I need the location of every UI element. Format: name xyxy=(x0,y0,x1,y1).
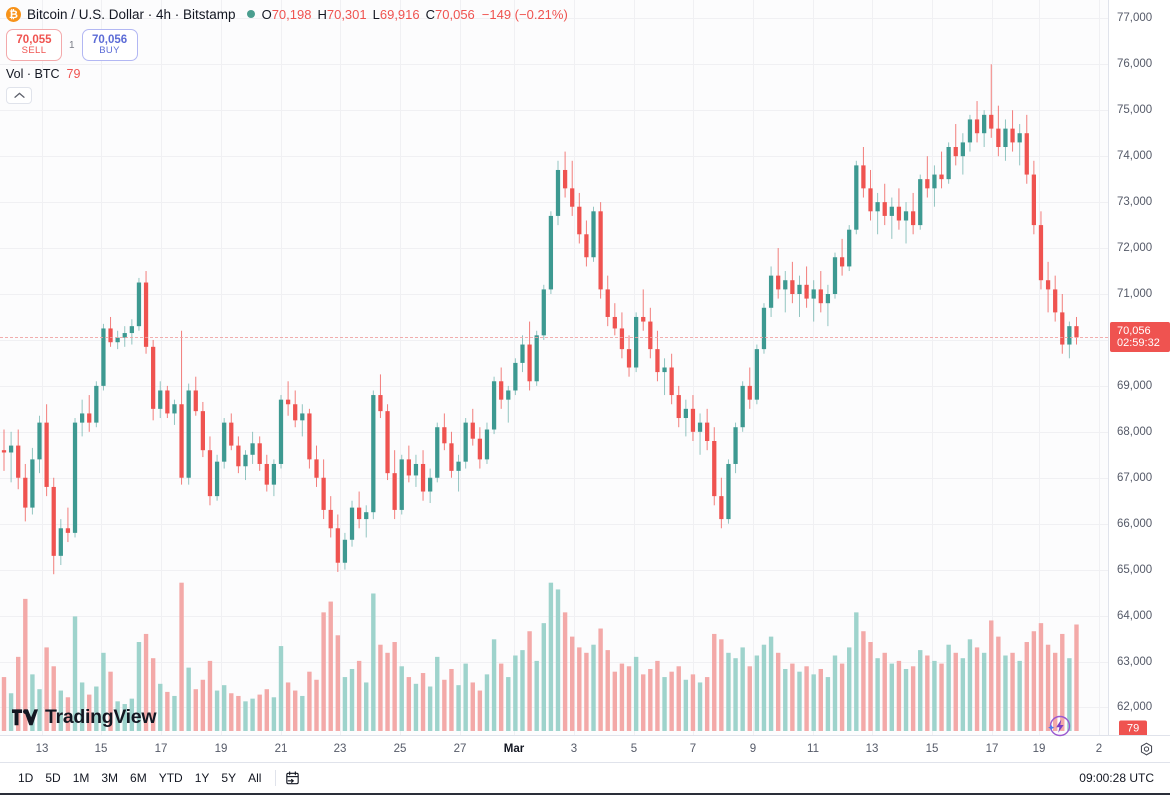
current-price-line-layer xyxy=(0,337,1108,339)
sell-button[interactable]: 70,055 SELL xyxy=(6,29,62,61)
price-axis-tick: 65,000 xyxy=(1117,563,1153,576)
tradingview-watermark: TradingView xyxy=(12,706,157,729)
price-axis-tick: 63,000 xyxy=(1117,655,1153,668)
sell-label: SELL xyxy=(21,45,47,57)
price-axis-tick: 67,000 xyxy=(1117,471,1153,484)
time-axis-tick: 23 xyxy=(333,743,347,755)
time-axis-tick: 15 xyxy=(94,743,108,755)
price-axis-tick: 75,000 xyxy=(1117,104,1153,117)
bottom-toolbar: 1D 5D 1M 3M 6M YTD 1Y 5Y All 09:00:28 UTC xyxy=(0,762,1170,793)
time-axis-tick: 9 xyxy=(749,743,757,755)
close-label: C xyxy=(425,6,436,22)
lightning-bolt-icon[interactable] xyxy=(1046,713,1072,739)
time-axis-tick: 13 xyxy=(35,743,49,755)
price-axis-tick: 66,000 xyxy=(1117,517,1153,530)
time-axis[interactable]: 13 15 17 19 21 23 25 27 Mar 3 5 7 9 11 13 15 17 19 2 xyxy=(0,735,1170,762)
market-open-dot xyxy=(246,10,255,18)
timeframe-buttons: 1D 5D 1M 3M 6M YTD 1Y 5Y All xyxy=(12,768,267,788)
time-axis-tick: 27 xyxy=(453,743,467,755)
price-axis-tick: 69,000 xyxy=(1117,379,1153,392)
timeframe-button-ytd[interactable]: YTD xyxy=(153,768,189,788)
calendar-goto-icon[interactable] xyxy=(284,770,301,787)
open-value: 70,198 xyxy=(271,6,312,22)
current-price-value: 70,056 xyxy=(1117,325,1151,338)
volume-value-badge: 79 xyxy=(1119,720,1148,738)
ohlc-values: O70,198 H70,301 L69,916 C70,056 xyxy=(262,7,475,22)
sell-price: 70,055 xyxy=(16,33,52,46)
time-axis-tick: 7 xyxy=(689,743,697,755)
price-axis-tick: 73,000 xyxy=(1117,196,1153,209)
price-axis-tick: 72,000 xyxy=(1117,242,1153,255)
price-change: −149 (−0.21%) xyxy=(481,6,568,22)
symbol-title[interactable]: Bitcoin / U.S. Dollar · 4h · Bitstamp xyxy=(27,6,236,22)
time-axis-tick: 5 xyxy=(630,743,638,755)
open-label: O xyxy=(261,6,272,22)
timeframe-button-3m[interactable]: 3M xyxy=(95,768,124,788)
time-axis-tick: 11 xyxy=(807,743,819,755)
volume-bars-series xyxy=(1,582,1079,731)
spread-value: 1 xyxy=(69,39,75,51)
legend-symbol-row[interactable]: ₿ Bitcoin / U.S. Dollar · 4h · Bitstamp … xyxy=(6,4,568,24)
timeframe-button-1d[interactable]: 1D xyxy=(12,768,39,788)
close-value: 70,056 xyxy=(435,6,475,22)
trade-buttons-row: 70,055 SELL 1 70,056 BUY xyxy=(6,29,568,61)
timeframe-button-5y[interactable]: 5Y xyxy=(215,768,242,788)
watermark-text: TradingView xyxy=(45,706,157,728)
price-axis-tick: 74,000 xyxy=(1117,150,1153,163)
window-bottom-edge xyxy=(0,793,1170,795)
chevron-up-icon xyxy=(13,92,25,98)
buy-price: 70,056 xyxy=(91,33,128,46)
timeframe-button-1m[interactable]: 1M xyxy=(67,768,96,788)
current-price-line xyxy=(0,337,1108,339)
price-axis-tick: 64,000 xyxy=(1117,609,1153,622)
price-axis-tick: 77,000 xyxy=(1117,12,1153,25)
price-axis-tick: 62,000 xyxy=(1117,701,1153,714)
volume-label: Vol · BTC xyxy=(6,67,60,81)
timeframe-button-6m[interactable]: 6M xyxy=(124,768,153,788)
time-axis-tick: 17 xyxy=(985,743,999,755)
time-axis-tick: 21 xyxy=(274,743,288,755)
time-axis-tick: 13 xyxy=(865,743,879,755)
buy-label: BUY xyxy=(99,45,120,57)
time-axis-tick: 3 xyxy=(570,743,578,755)
time-axis-tick: 19 xyxy=(214,743,228,755)
time-axis-tick: 25 xyxy=(393,743,407,755)
low-label: L xyxy=(372,6,380,22)
timeframe-button-1y[interactable]: 1Y xyxy=(189,768,216,788)
tradingview-logo-icon xyxy=(12,708,38,725)
chart-canvas[interactable] xyxy=(0,0,1108,735)
price-axis-tick: 71,000 xyxy=(1117,288,1153,300)
price-axis-tick: 68,000 xyxy=(1117,425,1153,438)
chart-legend: ₿ Bitcoin / U.S. Dollar · 4h · Bitstamp … xyxy=(0,0,568,104)
time-axis-tick: 17 xyxy=(154,743,168,755)
time-axis-tick: 15 xyxy=(925,743,939,755)
bitcoin-icon: ₿ xyxy=(6,6,21,22)
current-price-badge[interactable]: 70,056 02:59:32 xyxy=(1110,322,1170,353)
low-value: 69,916 xyxy=(379,6,420,22)
price-axis-tick: 76,000 xyxy=(1117,58,1153,71)
time-axis-tick: Mar xyxy=(503,743,525,755)
buy-button[interactable]: 70,056 BUY xyxy=(81,29,138,61)
toolbar-divider xyxy=(275,770,277,786)
volume-value: 79 xyxy=(66,67,81,81)
collapse-pane-button[interactable] xyxy=(6,87,32,104)
utc-clock: 09:00:28 UTC xyxy=(1079,771,1154,785)
timeframe-button-all[interactable]: All xyxy=(242,768,267,788)
candlestick-series xyxy=(1,64,1079,575)
high-value: 70,301 xyxy=(326,6,367,22)
bar-countdown: 02:59:32 xyxy=(1117,337,1160,350)
timeframe-button-5d[interactable]: 5D xyxy=(39,768,66,788)
price-axis[interactable]: 77,000 76,000 75,000 74,000 73,000 72,000 71,0… xyxy=(1108,0,1170,738)
volume-legend[interactable]: Vol · BTC 79 xyxy=(6,67,568,81)
time-axis-tick: 2 xyxy=(1095,743,1103,755)
clock-icon[interactable] xyxy=(1139,742,1154,757)
time-axis-tick: 19 xyxy=(1032,743,1046,755)
high-label: H xyxy=(317,6,327,22)
